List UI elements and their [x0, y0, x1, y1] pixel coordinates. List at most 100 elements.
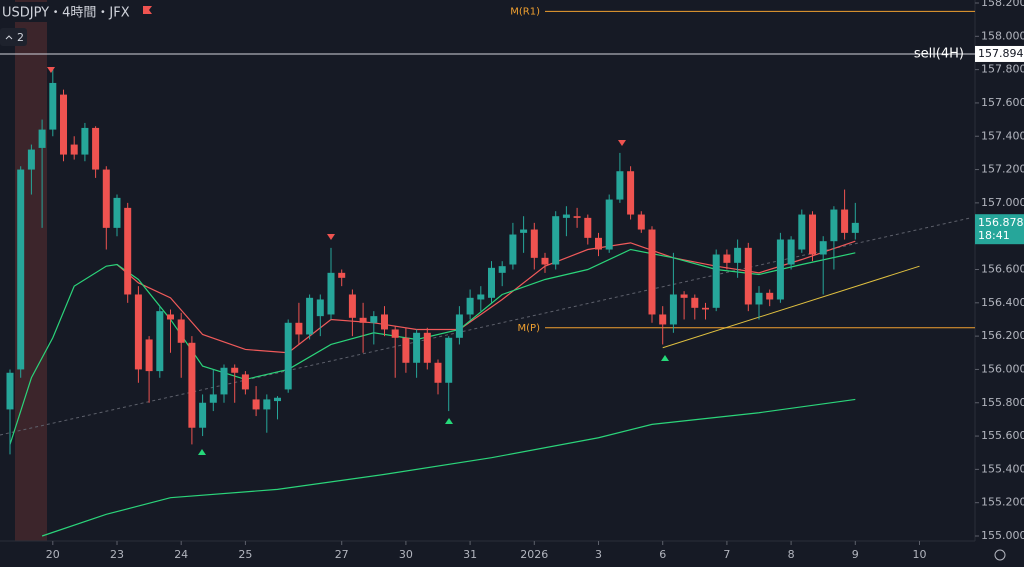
- x-tick-label: 20: [46, 548, 60, 561]
- candle-body: [113, 197, 121, 228]
- y-tick-label: 155.600: [981, 429, 1024, 442]
- settings-icon[interactable]: [994, 549, 1006, 561]
- y-tick-label: 157.800: [981, 63, 1024, 76]
- y-tick-label: 158.200: [981, 0, 1024, 9]
- last-price-box: [975, 214, 1024, 245]
- candle-body: [423, 332, 431, 363]
- x-tick-label: 8: [788, 548, 795, 561]
- x-tick-label: 23: [110, 548, 124, 561]
- candle-body: [263, 399, 271, 410]
- symbol-box: [0, 2, 162, 22]
- candle-body: [445, 337, 453, 383]
- down-marker: [327, 234, 335, 240]
- level-label: M(P): [518, 323, 541, 334]
- y-tick-label: 156.000: [981, 362, 1024, 375]
- candle-body: [851, 222, 859, 233]
- candle-body: [680, 294, 688, 298]
- candle-body: [541, 257, 549, 265]
- candle-body: [776, 239, 784, 300]
- candle-body: [274, 397, 281, 402]
- candle-body: [509, 234, 517, 265]
- candle-body: [231, 367, 239, 373]
- candle-body: [284, 322, 292, 390]
- candle-body: [712, 254, 720, 308]
- flag-icon[interactable]: [143, 6, 152, 14]
- candle-body: [188, 342, 196, 428]
- candle-body: [455, 314, 463, 338]
- candle-body: [466, 297, 474, 315]
- candle-body: [562, 214, 570, 218]
- candle-body: [241, 374, 249, 390]
- candle-body: [488, 267, 495, 298]
- trendline: [662, 265, 920, 349]
- candle-body: [17, 169, 25, 370]
- candle-body: [167, 314, 174, 320]
- candle-body: [659, 314, 667, 325]
- x-tick-label: 9: [852, 548, 859, 561]
- x-tick-label: 27: [335, 548, 349, 561]
- indicator-count[interactable]: 2: [17, 31, 24, 44]
- candle-body: [134, 294, 142, 370]
- candle-body: [27, 149, 35, 170]
- candle-body: [391, 329, 399, 338]
- candle-body: [348, 294, 356, 318]
- candle-body: [327, 272, 335, 315]
- y-tick-label: 155.000: [981, 529, 1024, 542]
- y-tick-label: 155.800: [981, 396, 1024, 409]
- x-tick-label: 30: [399, 548, 413, 561]
- candle-body: [49, 82, 57, 130]
- up-marker: [445, 418, 453, 424]
- candle-body: [498, 266, 506, 273]
- candle-body: [616, 171, 624, 200]
- candle-body: [477, 294, 485, 300]
- symbol-title[interactable]: USDJPY・4時間・JFX: [2, 6, 130, 21]
- candle-body: [295, 322, 303, 335]
- x-tick-label: 7: [723, 548, 730, 561]
- countdown: 18:41: [978, 229, 1010, 242]
- candle-body: [627, 171, 635, 215]
- x-tick-label: 3: [595, 548, 602, 561]
- candle-body: [60, 94, 67, 155]
- down-marker: [618, 140, 626, 146]
- candle-body: [595, 237, 602, 250]
- x-tick-label: 25: [238, 548, 252, 561]
- candle-body: [252, 399, 260, 410]
- candle-body: [92, 127, 100, 170]
- candle-body: [145, 339, 153, 372]
- candle-body: [841, 209, 849, 233]
- candle-body: [156, 311, 164, 372]
- y-tick-label: 157.400: [981, 129, 1024, 142]
- candle-body: [316, 299, 324, 317]
- x-tick-label: 31: [463, 548, 477, 561]
- candle-body: [338, 272, 346, 278]
- candle-body: [209, 394, 217, 403]
- y-tick-label: 156.600: [981, 263, 1024, 276]
- y-tick-label: 156.400: [981, 296, 1024, 309]
- candle-body: [669, 294, 677, 325]
- indicator-toggle[interactable]: [0, 28, 27, 46]
- x-tick-label: 10: [913, 548, 927, 561]
- y-tick-label: 157.200: [981, 163, 1024, 176]
- candle-body: [402, 337, 410, 363]
- candle-body: [648, 229, 656, 315]
- candle-body: [787, 239, 795, 265]
- candle-body: [102, 169, 110, 228]
- sell-price-box: [975, 45, 1024, 62]
- candle-body: [70, 144, 78, 155]
- candle-body: [584, 217, 592, 238]
- candle-body: [809, 214, 816, 255]
- candle-body: [819, 241, 827, 255]
- candle-body: [177, 319, 185, 343]
- candle-body: [38, 129, 46, 148]
- candle-body: [199, 402, 207, 428]
- candle-body: [370, 316, 378, 323]
- candle-body: [381, 314, 388, 330]
- candle-body: [124, 207, 132, 295]
- candle-body: [766, 292, 774, 300]
- candle-body: [6, 372, 14, 410]
- candle-body: [637, 214, 645, 230]
- y-tick-label: 157.000: [981, 196, 1024, 209]
- x-tick-label: 2026: [520, 548, 548, 561]
